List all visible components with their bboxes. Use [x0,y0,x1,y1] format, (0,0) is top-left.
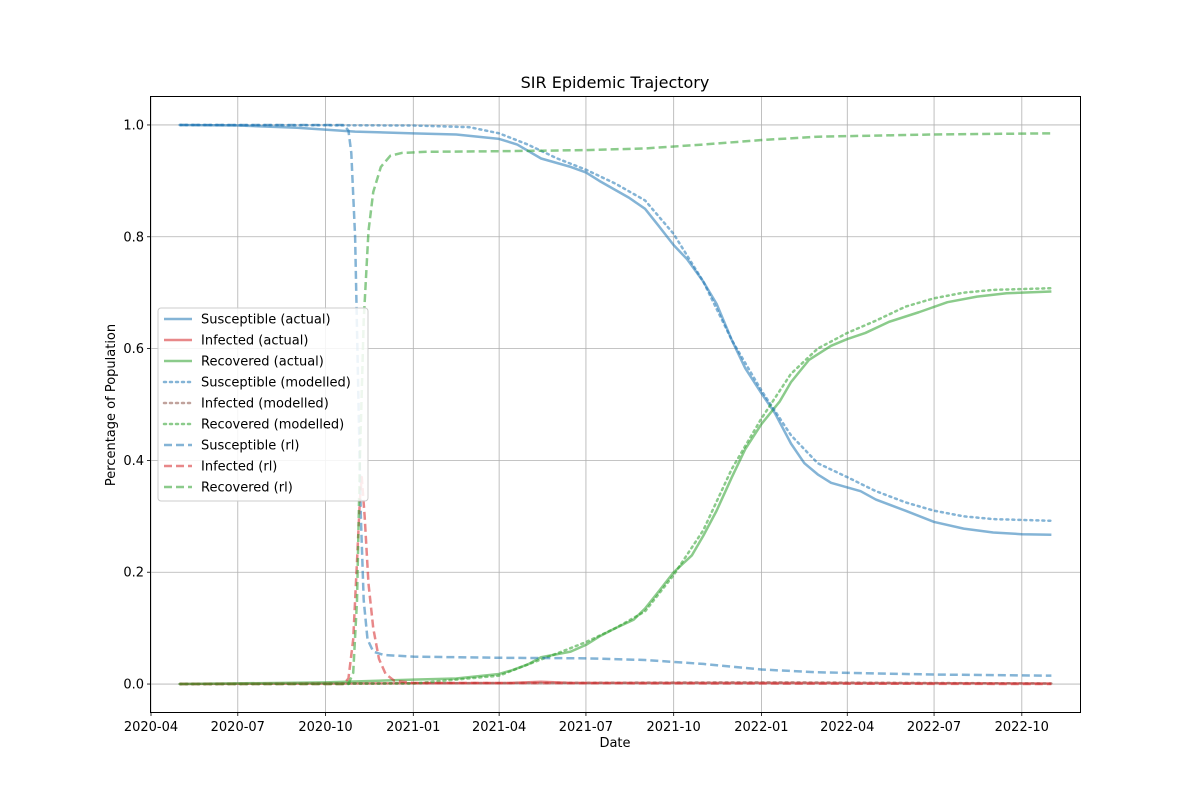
legend-box [157,307,369,502]
legend-label-recovered-rl: Recovered (rl) [201,481,293,496]
plot-frame [150,96,1081,713]
series-lines [178,123,1053,686]
series-line-susceptible-modelled [178,123,1053,523]
legend-label-infected-modelled: Infected (modelled) [201,397,329,412]
legend: Susceptible (actual) Infected (actual) Rec… [157,307,369,502]
x-tick-label: 2022-07 [907,720,961,735]
y-tick-label: 0.6 [123,342,144,357]
legend-label-susceptible-modelled: Susceptible (modelled) [201,376,351,391]
x-tick-label: 2020-07 [211,720,265,735]
legend-label-infected-rl: Infected (rl) [201,460,277,475]
x-tick-label: 2022-10 [995,720,1049,735]
y-axis-ticks: 0.0 0.2 0.4 0.6 0.8 1.0 [123,118,151,693]
grid-lines [150,97,1080,712]
series-line-susceptible-rl [179,123,1052,677]
y-tick-label: 1.0 [123,118,144,133]
y-axis-label: Percentage of Population [104,324,119,486]
y-tick-label: 0.8 [123,230,144,245]
x-tick-label: 2020-10 [298,720,352,735]
y-tick-label: 0.0 [123,678,144,693]
legend-label-recovered-modelled: Recovered (modelled) [201,418,344,433]
x-tick-label: 2021-07 [559,720,613,735]
legend-label-susceptible-actual: Susceptible (actual) [201,313,331,328]
x-tick-label: 2021-10 [647,720,701,735]
series-line-infected-rl [179,475,1052,686]
x-tick-label: 2022-04 [820,720,874,735]
x-tick-label: 2020-04 [124,720,178,735]
series-line-infected-modelled [178,681,1053,686]
series-line-recovered-modelled [178,286,1053,686]
series-line-recovered-rl [179,132,1052,686]
x-axis-ticks: 2020-04 2020-07 2020-10 2021-01 2021-04 2021-… [124,712,1049,735]
legend-label-recovered-actual: Recovered (actual) [201,355,324,370]
x-tick-label: 2022-01 [734,720,788,735]
x-tick-label: 2021-04 [472,720,526,735]
y-tick-label: 0.2 [123,566,144,581]
legend-label-susceptible-rl: Susceptible (rl) [201,439,299,454]
x-axis-label: Date [599,736,630,751]
legend-label-infected-actual: Infected (actual) [201,334,308,349]
y-tick-label: 0.4 [123,454,144,469]
x-tick-label: 2021-01 [386,720,440,735]
chart-title: SIR Epidemic Trajectory [521,73,710,92]
